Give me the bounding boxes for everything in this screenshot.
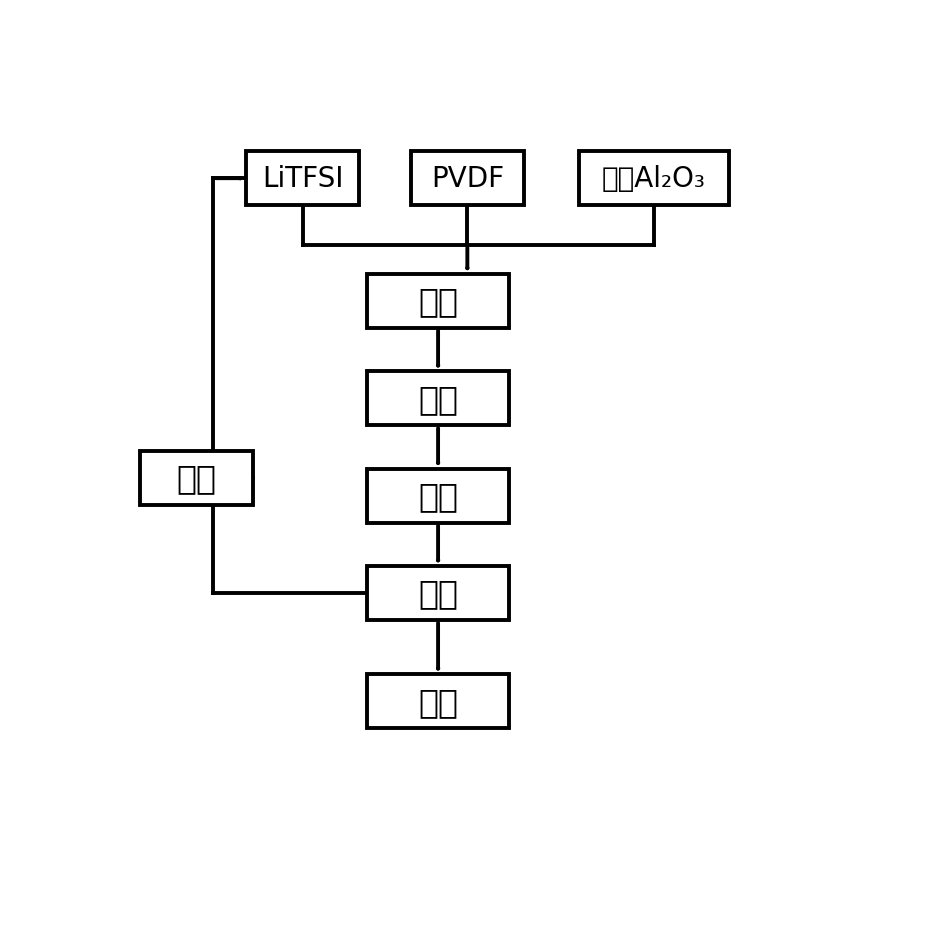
Text: PVDF: PVDF bbox=[430, 165, 504, 193]
Text: 混合: 混合 bbox=[418, 285, 458, 318]
FancyBboxPatch shape bbox=[366, 372, 510, 426]
Text: 浸泡: 浸泡 bbox=[418, 577, 458, 610]
FancyBboxPatch shape bbox=[366, 469, 510, 523]
FancyBboxPatch shape bbox=[411, 152, 524, 206]
Text: LiTFSI: LiTFSI bbox=[262, 165, 344, 193]
FancyBboxPatch shape bbox=[366, 566, 510, 621]
Text: 刮涂: 刮涂 bbox=[418, 382, 458, 416]
Text: 烘干: 烘干 bbox=[418, 479, 458, 513]
FancyBboxPatch shape bbox=[140, 451, 253, 505]
FancyBboxPatch shape bbox=[366, 675, 510, 728]
FancyBboxPatch shape bbox=[366, 274, 510, 329]
Text: 纳米Al₂O₃: 纳米Al₂O₃ bbox=[602, 165, 706, 193]
FancyBboxPatch shape bbox=[579, 152, 729, 206]
Text: 回收: 回收 bbox=[177, 461, 216, 494]
FancyBboxPatch shape bbox=[246, 152, 360, 206]
Text: 烘干: 烘干 bbox=[418, 685, 458, 718]
